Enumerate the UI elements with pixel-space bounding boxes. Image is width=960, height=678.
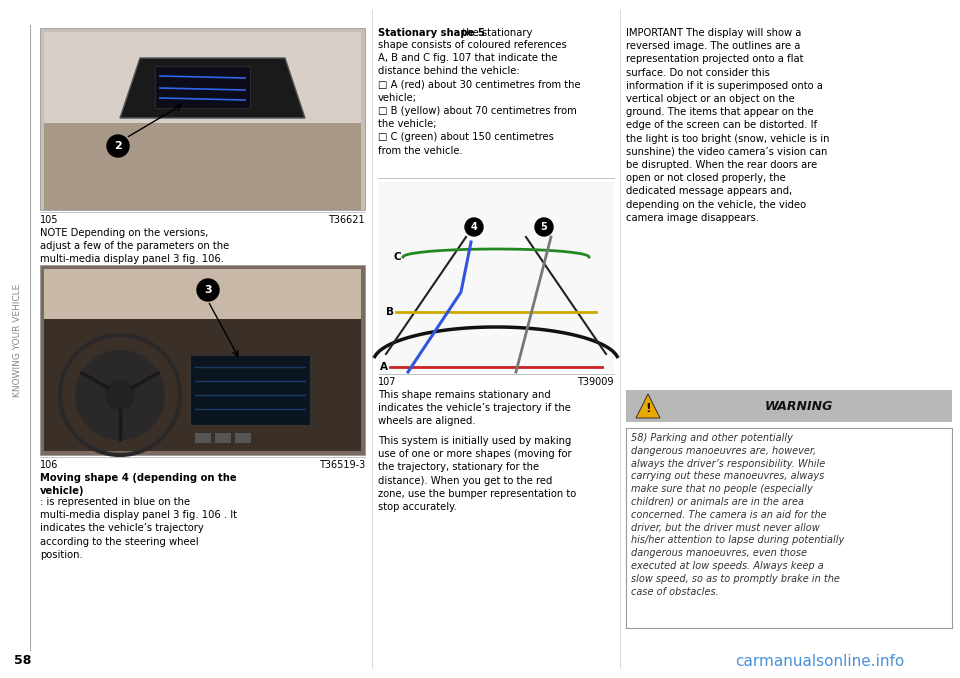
Text: B: B bbox=[386, 307, 394, 317]
Text: T36621: T36621 bbox=[328, 215, 365, 225]
Bar bbox=[626, 390, 952, 422]
Bar bbox=[378, 182, 614, 372]
Bar bbox=[44, 319, 361, 451]
Text: C: C bbox=[393, 252, 400, 262]
Text: 5: 5 bbox=[540, 222, 547, 232]
Circle shape bbox=[107, 135, 129, 157]
Text: A: A bbox=[380, 362, 388, 372]
Bar bbox=[44, 32, 361, 123]
Text: KNOWING YOUR VEHICLE: KNOWING YOUR VEHICLE bbox=[13, 283, 22, 397]
Text: WARNING: WARNING bbox=[765, 399, 833, 412]
Bar bbox=[40, 265, 365, 455]
Text: : is represented in blue on the
multi-media display panel 3 fig. 106 . It
indica: : is represented in blue on the multi-me… bbox=[40, 497, 237, 560]
Text: 2: 2 bbox=[114, 141, 122, 151]
Bar bbox=[155, 66, 250, 108]
Text: T39009: T39009 bbox=[578, 377, 614, 387]
Circle shape bbox=[105, 380, 135, 410]
Text: 4: 4 bbox=[470, 222, 477, 232]
Text: Moving shape 4 (depending on the
vehicle): Moving shape 4 (depending on the vehicle… bbox=[40, 473, 236, 496]
Polygon shape bbox=[120, 58, 305, 118]
Text: T36519-3: T36519-3 bbox=[319, 460, 365, 470]
Text: 58: 58 bbox=[14, 654, 32, 666]
Text: !: ! bbox=[645, 401, 651, 414]
Circle shape bbox=[535, 218, 553, 236]
Circle shape bbox=[197, 279, 219, 301]
Bar bbox=[626, 428, 952, 628]
Bar bbox=[44, 269, 361, 319]
Text: 58) Parking and other potentially
dangerous manoeuvres are, however,
always the : 58) Parking and other potentially danger… bbox=[631, 433, 844, 597]
Text: This shape remains stationary and
indicates the vehicle’s trajectory if the
whee: This shape remains stationary and indica… bbox=[378, 390, 571, 426]
Circle shape bbox=[465, 218, 483, 236]
Bar bbox=[215, 433, 231, 443]
Bar bbox=[40, 28, 365, 210]
Text: 3: 3 bbox=[204, 285, 212, 295]
Text: shape consists of coloured references
A, B and C fig. 107 that indicate the
dist: shape consists of coloured references A,… bbox=[378, 40, 581, 155]
Text: 107: 107 bbox=[378, 377, 396, 387]
Text: IMPORTANT The display will show a
reversed image. The outlines are a
representat: IMPORTANT The display will show a revers… bbox=[626, 28, 829, 223]
Text: NOTE Depending on the versions,
adjust a few of the parameters on the
multi-medi: NOTE Depending on the versions, adjust a… bbox=[40, 228, 229, 264]
Bar bbox=[190, 355, 310, 425]
Circle shape bbox=[75, 350, 165, 440]
Bar bbox=[44, 123, 361, 210]
Text: 106: 106 bbox=[40, 460, 59, 470]
Bar bbox=[235, 433, 251, 443]
Text: 105: 105 bbox=[40, 215, 59, 225]
Bar bbox=[195, 433, 211, 443]
Text: Stationary shape 5: Stationary shape 5 bbox=[378, 28, 485, 38]
Text: This system is initially used by making
use of one or more shapes (moving for
th: This system is initially used by making … bbox=[378, 436, 576, 512]
Polygon shape bbox=[636, 394, 660, 418]
Text: carmanualsonline.info: carmanualsonline.info bbox=[735, 654, 904, 669]
Text: : the stationary: : the stationary bbox=[456, 28, 533, 38]
